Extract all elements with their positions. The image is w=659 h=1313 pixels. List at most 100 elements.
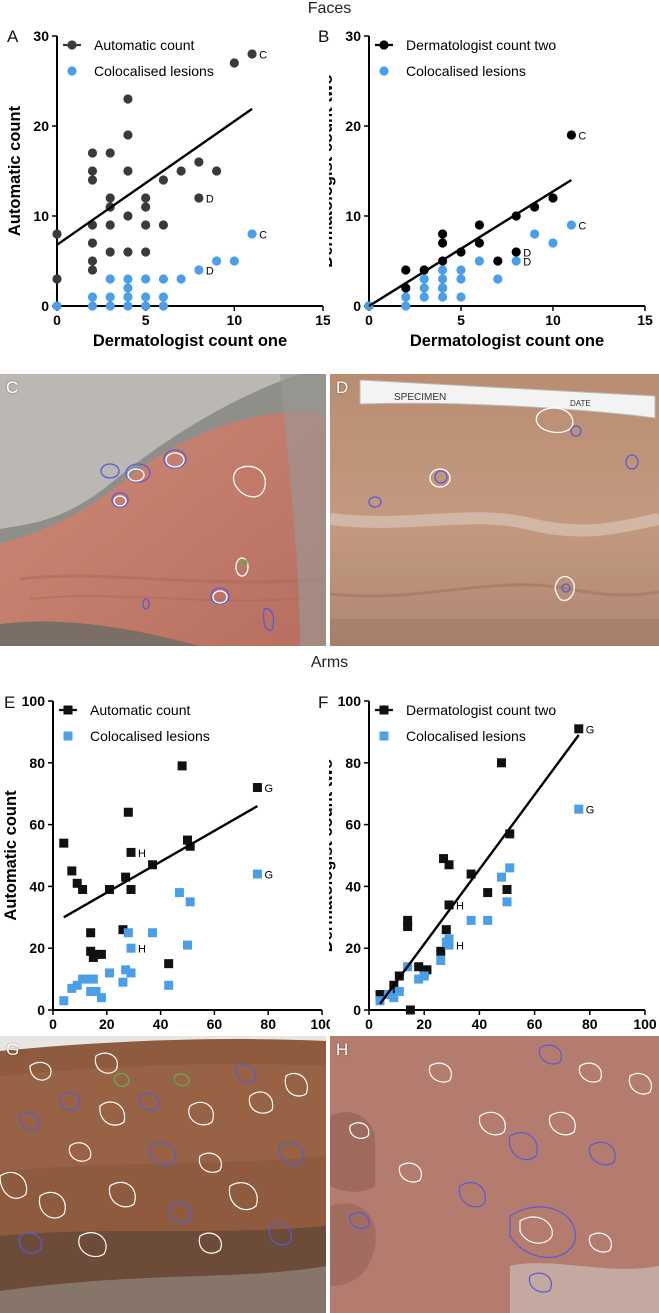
panel-label-f: F <box>318 693 329 712</box>
chart-f-y-tick-label: 40 <box>345 878 361 894</box>
chart-a-colocalised-point <box>87 292 98 302</box>
chart-a-primary-point <box>158 175 168 185</box>
faces-section-title: Faces <box>307 0 352 17</box>
chart-f-y-tick-label: 100 <box>338 693 362 709</box>
chart-e-x-tick-label: 60 <box>207 1016 223 1032</box>
chart-f-primary-point <box>436 946 446 956</box>
chart-b-primary-point <box>438 238 448 248</box>
chart-a-y-tick-label: 20 <box>33 118 49 134</box>
chart-b-x-axis-label: Dermatologist count one <box>410 332 604 350</box>
chart-a-legend-marker <box>67 40 77 50</box>
chart-a-primary-point <box>141 193 151 203</box>
chart-a-point-annotation: C <box>259 50 267 62</box>
chart-e-colocalised-point <box>174 888 184 898</box>
chart-e-point-annotation: H <box>138 848 146 860</box>
chart-b-colocalised-point <box>419 274 429 284</box>
chart-a-primary-point <box>141 247 151 257</box>
chart-a-x-tick-label: 15 <box>315 312 330 328</box>
chart-b-colocalised-point <box>419 283 429 293</box>
chart-f-colocalised-point <box>414 974 424 984</box>
chart-a-colocalised-point <box>176 274 186 284</box>
chart-e-legend-marker <box>63 731 73 741</box>
chart-b-point-annotation: D <box>523 248 531 260</box>
chart-e-colocalised-point <box>118 977 128 987</box>
hand-image-h <box>330 1036 659 1313</box>
chart-e-colocalised-point <box>91 986 101 996</box>
chart-f-primary-point <box>483 888 493 898</box>
chart-a-y-axis-label: Automatic count <box>6 105 24 236</box>
chart-e-primary-point <box>96 949 106 959</box>
chart-e-x-tick-label: 0 <box>49 1016 57 1032</box>
chart-e-colocalised-point <box>164 980 174 990</box>
chart-a-primary-point <box>194 193 204 203</box>
chart-a-primary-point <box>212 166 222 176</box>
chart-e-colocalised-point <box>148 928 158 938</box>
chart-a-primary-point <box>229 58 239 68</box>
chart-b-y-tick-label: 10 <box>345 208 361 224</box>
chart-a-primary-point <box>247 49 257 59</box>
chart-a-primary-point <box>105 193 115 203</box>
chart-b-legend-label: Dermatologist count two <box>406 37 556 53</box>
chart-f-primary-point <box>505 829 515 839</box>
chart-b-colocalised-point <box>493 274 503 284</box>
chart-f-primary-point <box>422 965 432 975</box>
chart-e-y-tick-label: 100 <box>22 693 46 709</box>
chart-a-colocalised-point <box>194 265 204 275</box>
specimen-label: SPECIMEN <box>394 392 446 403</box>
chart-e-legend-label: Colocalised lesions <box>90 728 210 744</box>
chart-b-colocalised-point <box>474 256 484 266</box>
chart-e-colocalised-point <box>123 928 133 938</box>
chart-e-primary-point <box>118 925 128 935</box>
date-label: DATE <box>570 399 591 408</box>
chart-a-point-annotation: D <box>206 266 214 278</box>
chart-e-y-tick-label: 80 <box>29 755 45 771</box>
chart-e-colocalised-point <box>88 974 98 984</box>
chart-f-colocalised-point <box>444 940 454 950</box>
chart-e-y-axis-label: Automatic count <box>2 790 20 921</box>
chart-f-primary-point <box>441 925 451 935</box>
chart-b-legend-label: Colocalised lesions <box>406 63 526 79</box>
chart-a-colocalised-point <box>123 292 133 302</box>
chart-a-legend-label: Colocalised lesions <box>94 63 214 79</box>
chart-a-colocalised-point <box>158 274 168 284</box>
chart-e-x-tick-label: 80 <box>260 1016 276 1032</box>
chart-f-colocalised-point <box>502 897 512 907</box>
chart-e-primary-point <box>86 946 96 956</box>
chart-b-y-axis-label: Dermatologist count two <box>329 74 336 267</box>
chart-f-legend-label: Dermatologist count two <box>406 702 556 718</box>
chart-a-legend-label: Automatic count <box>94 37 194 53</box>
chart-b-colocalised-point <box>566 220 576 230</box>
chart-f-primary-point <box>466 869 476 879</box>
chart-a-primary-point <box>176 166 186 176</box>
chart-f-primary-point <box>444 900 454 910</box>
panel-label-b: B <box>318 27 330 46</box>
panel-label-c: C <box>6 378 19 397</box>
chart-b-x-tick-label: 15 <box>637 312 653 328</box>
chart-e-point-annotation: G <box>264 783 273 795</box>
chart-e-primary-point <box>148 860 158 870</box>
chart-e-primary-point <box>91 949 101 959</box>
chart-e-colocalised-point <box>126 968 136 978</box>
chart-b-fit-line <box>368 178 573 308</box>
chart-a-point-annotation: C <box>259 230 267 242</box>
chart-b-colocalised-point <box>401 292 411 302</box>
chart-b-point-annotation: C <box>578 131 586 143</box>
chart-f-colocalised-point <box>394 986 404 996</box>
chart-b-point-annotation: D <box>523 257 531 269</box>
chart-f-point-annotation: H <box>456 900 464 912</box>
chart-f-primary-point <box>574 724 584 734</box>
forehead-image-d: SPECIMEN DATE <box>330 374 659 646</box>
chart-a-colocalised-point <box>87 301 98 311</box>
chart-e-colocalised-point <box>72 980 82 990</box>
chart-b-primary-point <box>511 247 521 257</box>
chart-b-primary-point <box>401 265 411 275</box>
chart-f-point-annotation: H <box>456 941 464 953</box>
chart-b-primary-point <box>493 256 503 266</box>
chart-f-colocalised-point <box>505 863 515 873</box>
chart-a-primary-point <box>87 148 98 158</box>
chart-e-legend-label: Automatic count <box>90 702 190 718</box>
chart-e-fit-line <box>63 805 259 919</box>
chart-f-point-annotation: G <box>586 805 595 817</box>
chart-b-x-tick-label: 10 <box>545 312 561 328</box>
chart-e-y-tick-label: 60 <box>29 817 45 833</box>
